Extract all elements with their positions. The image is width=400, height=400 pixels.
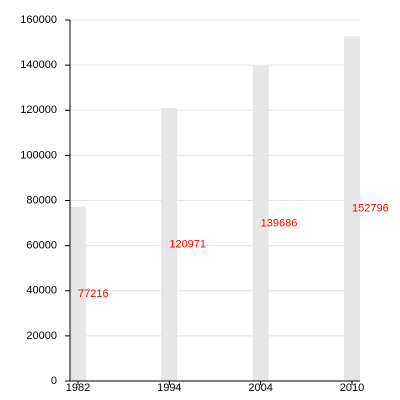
y-tick-label: 40000 (26, 285, 57, 297)
y-tick-label: 120000 (20, 104, 57, 116)
value-label: 120971 (169, 238, 206, 250)
y-tick-label: 60000 (26, 240, 57, 252)
x-tick-label: 1994 (157, 382, 181, 394)
x-tick-label: 1982 (66, 382, 90, 394)
x-tick-label: 2004 (248, 382, 272, 394)
y-tick-label: 0 (51, 375, 57, 387)
bar (252, 65, 269, 381)
y-tick-label: 140000 (20, 59, 57, 71)
x-tick-label: 2010 (340, 382, 364, 394)
bar (344, 36, 360, 381)
y-tick-label: 80000 (26, 194, 57, 206)
value-label: 139686 (261, 217, 298, 229)
y-tick-label: 100000 (20, 149, 57, 161)
bar (161, 108, 178, 382)
y-tick-label: 20000 (26, 330, 57, 342)
bar (70, 206, 86, 381)
y-tick-label: 160000 (20, 14, 57, 26)
value-label: 77216 (78, 288, 109, 300)
value-label: 152796 (352, 203, 389, 215)
